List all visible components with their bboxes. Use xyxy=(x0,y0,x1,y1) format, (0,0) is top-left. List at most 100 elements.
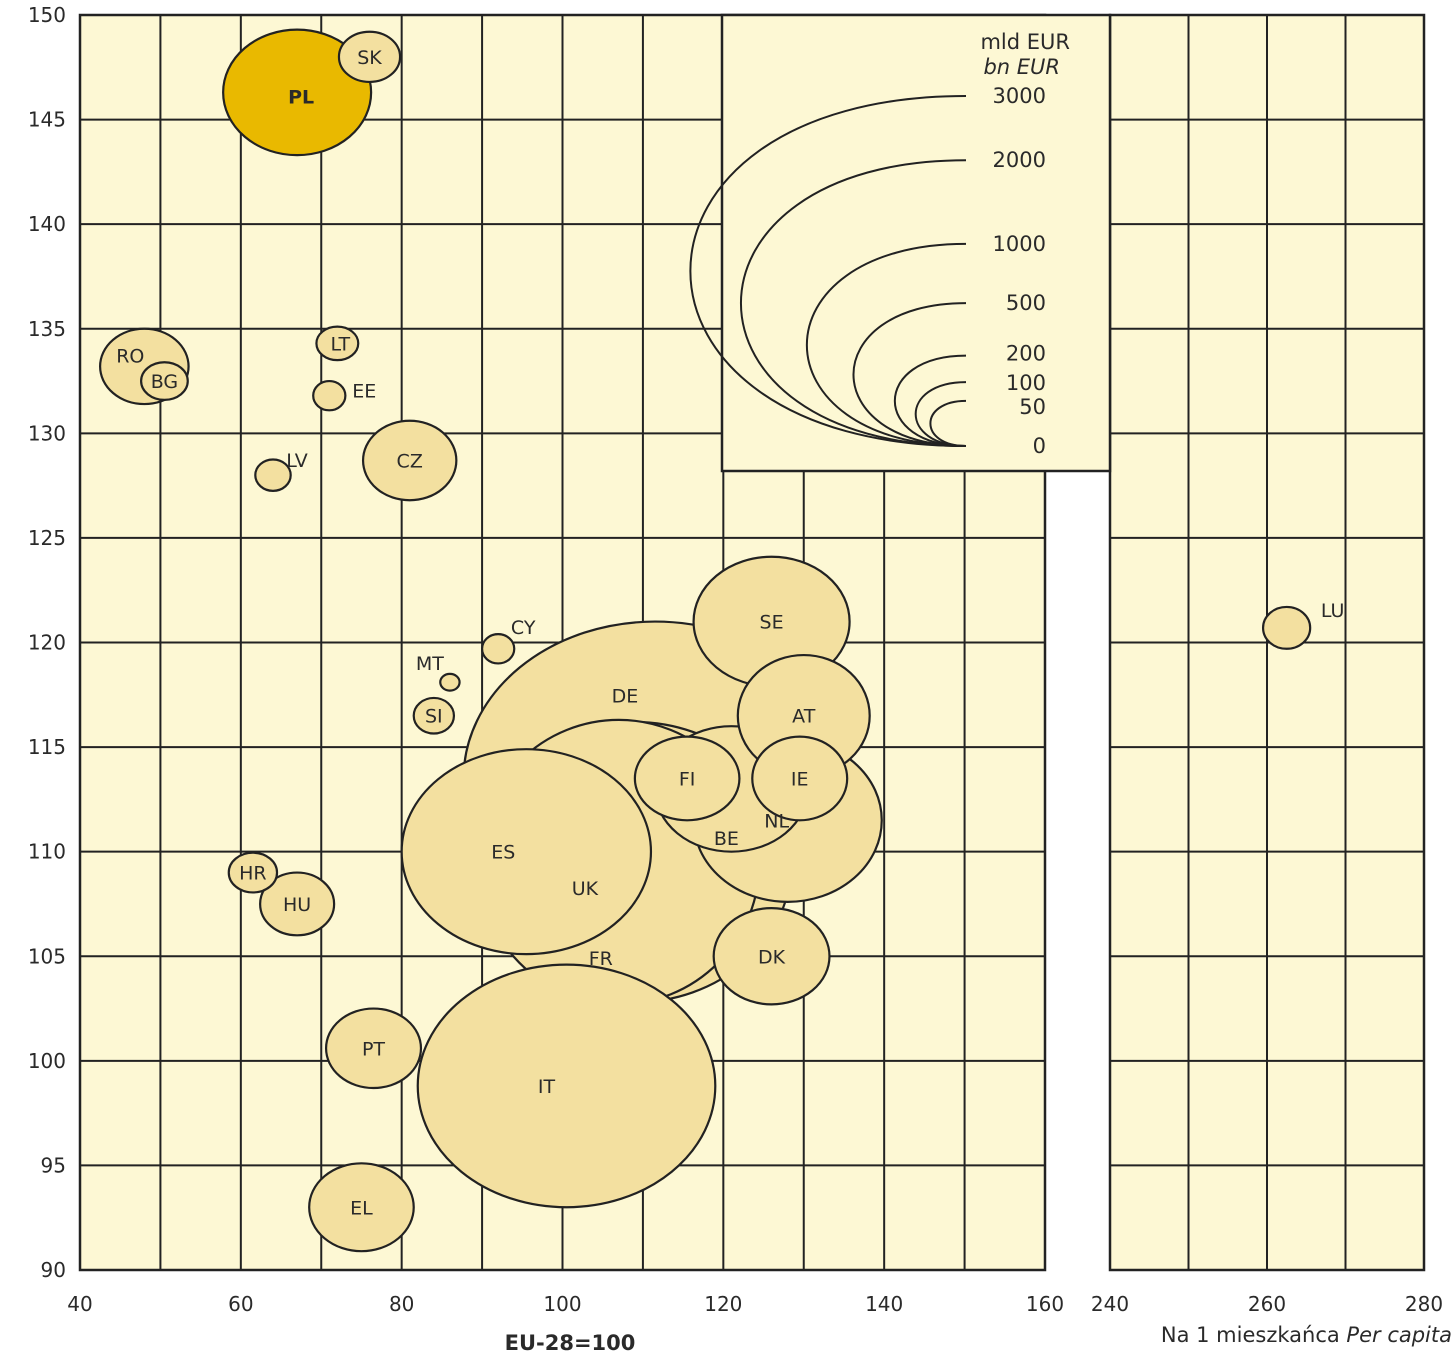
bubble-pt xyxy=(324,1007,423,1090)
right-plot-border xyxy=(1108,13,1426,1272)
size-legend-arc xyxy=(929,399,967,447)
y-tick-label: 115 xyxy=(28,735,66,759)
main-plot-border xyxy=(78,13,1047,1272)
size-legend-arc xyxy=(914,381,967,447)
bubble-label-hr: HR xyxy=(239,863,267,885)
bubble-bg xyxy=(140,361,189,401)
bubble-cy xyxy=(480,633,516,665)
bubble-label-mt: MT xyxy=(416,653,444,675)
size-legend-label: 200 xyxy=(1006,342,1046,366)
bubble-label-es: ES xyxy=(491,842,515,864)
bubble-label-cy: CY xyxy=(511,617,536,639)
bubble-si xyxy=(412,696,456,735)
bubble-pl xyxy=(222,28,373,157)
bubble-label-nl: NL xyxy=(764,810,789,832)
bubble-label-ie: IE xyxy=(791,768,809,790)
size-legend-arc xyxy=(739,159,967,447)
size-legend-title: mld EUR xyxy=(980,30,1070,54)
bubble-label-el: EL xyxy=(350,1197,373,1219)
x-tick-label: 60 xyxy=(228,1292,253,1316)
size-legend-arc xyxy=(852,302,967,447)
bubble-hr xyxy=(227,851,279,894)
bubble-fi xyxy=(633,735,741,822)
x-tick-label: 160 xyxy=(1026,1292,1064,1316)
bubble-label-se: SE xyxy=(760,612,784,634)
bubble-label-pl: PL xyxy=(288,86,314,108)
y-tick-label: 150 xyxy=(28,3,66,27)
bubble-label-lu: LU xyxy=(1321,600,1345,622)
bubble-label-it: IT xyxy=(538,1076,556,1098)
bubble-label-ro: RO xyxy=(116,345,144,367)
bubble-label-fi: FI xyxy=(679,768,696,790)
size-legend-arc xyxy=(894,354,967,447)
x-right-tick-label: 260 xyxy=(1248,1292,1286,1316)
size-legend-label: 1000 xyxy=(993,232,1046,256)
bubble-label-be: BE xyxy=(714,828,739,850)
x-axis-title: EU-28=100 xyxy=(505,1331,636,1355)
size-legend-subtitle: bn EUR xyxy=(983,55,1060,79)
bubble-lt xyxy=(315,325,360,362)
x-axis-title-right-plain: Na 1 mieszkańca xyxy=(1161,1323,1347,1347)
bubble-label-lv: LV xyxy=(286,450,308,472)
y-tick-label: 90 xyxy=(41,1258,66,1282)
x-tick-label: 100 xyxy=(543,1292,581,1316)
bubble-label-pt: PT xyxy=(362,1038,385,1060)
bubble-label-lt: LT xyxy=(331,333,351,355)
bubble-ee xyxy=(312,379,347,412)
bubble-labels: DE FR UK IT ES NL SE BE AT PL DK IE FI PT EL CZ RO HU SK HR… xyxy=(116,47,1344,1219)
bubble-label-si: SI xyxy=(425,706,443,728)
bubble-hu xyxy=(259,871,336,937)
y-tick-label: 135 xyxy=(28,317,66,341)
x-right-tick-label: 280 xyxy=(1405,1292,1443,1316)
bubble-label-uk: UK xyxy=(572,878,599,900)
axes: 90 95 100 105 110 115 120 125 130 135 140 145 150 40 6… xyxy=(28,3,1452,1355)
size-legend-box xyxy=(720,13,1112,473)
y-tick-label: 130 xyxy=(28,421,66,445)
bubble-label-fr: FR xyxy=(589,948,613,970)
bubble-label-de: DE xyxy=(612,685,639,707)
bubble-el xyxy=(308,1162,415,1253)
x-axis-title-right: Na 1 mieszkańca Per capita xyxy=(1161,1323,1452,1347)
bubble-label-ee: EE xyxy=(352,381,376,403)
size-legend-label: 0 xyxy=(1033,434,1046,458)
size-legend-arc xyxy=(805,242,967,447)
bubble-lu xyxy=(1261,605,1312,650)
x-tick-label: 40 xyxy=(67,1292,92,1316)
bubble-dk xyxy=(712,907,831,1006)
y-tick-label: 140 xyxy=(28,212,66,236)
y-tick-label: 105 xyxy=(28,944,66,968)
bubble-label-sk: SK xyxy=(357,47,382,69)
bubbles xyxy=(99,28,1312,1253)
y-tick-label: 125 xyxy=(28,526,66,550)
x-axis-title-right-italic: Per capita xyxy=(1346,1323,1452,1347)
bubble-lv xyxy=(254,458,292,492)
x-tick-label: 140 xyxy=(865,1292,903,1316)
bubble-cz xyxy=(361,419,458,502)
y-tick-label: 95 xyxy=(41,1153,66,1177)
y-tick-label: 110 xyxy=(28,840,66,864)
size-legend-label: 2000 xyxy=(993,148,1046,172)
size-legend-arc xyxy=(689,95,967,447)
x-tick-label: 80 xyxy=(389,1292,414,1316)
bubble-es xyxy=(400,748,653,956)
y-tick-label: 120 xyxy=(28,631,66,655)
x-right-tick-label: 240 xyxy=(1091,1292,1129,1316)
y-tick-label: 145 xyxy=(28,108,66,132)
bubble-label-at: AT xyxy=(792,706,816,728)
bubble-mt xyxy=(439,672,461,692)
y-tick-label: 100 xyxy=(28,1049,66,1073)
x-tick-label: 120 xyxy=(704,1292,742,1316)
bubble-label-bg: BG xyxy=(151,371,178,393)
size-legend-label: 50 xyxy=(1019,395,1046,419)
size-legend-label: 500 xyxy=(1006,291,1046,315)
bubble-sk xyxy=(337,30,402,84)
bubble-label-hu: HU xyxy=(283,894,311,916)
bubble-it xyxy=(416,963,717,1209)
bubble-label-cz: CZ xyxy=(397,451,423,473)
size-legend-label: 100 xyxy=(1006,371,1046,395)
bubble-label-dk: DK xyxy=(758,946,786,968)
bubble-ie xyxy=(751,735,849,822)
size-legend-label: 3000 xyxy=(993,84,1046,108)
